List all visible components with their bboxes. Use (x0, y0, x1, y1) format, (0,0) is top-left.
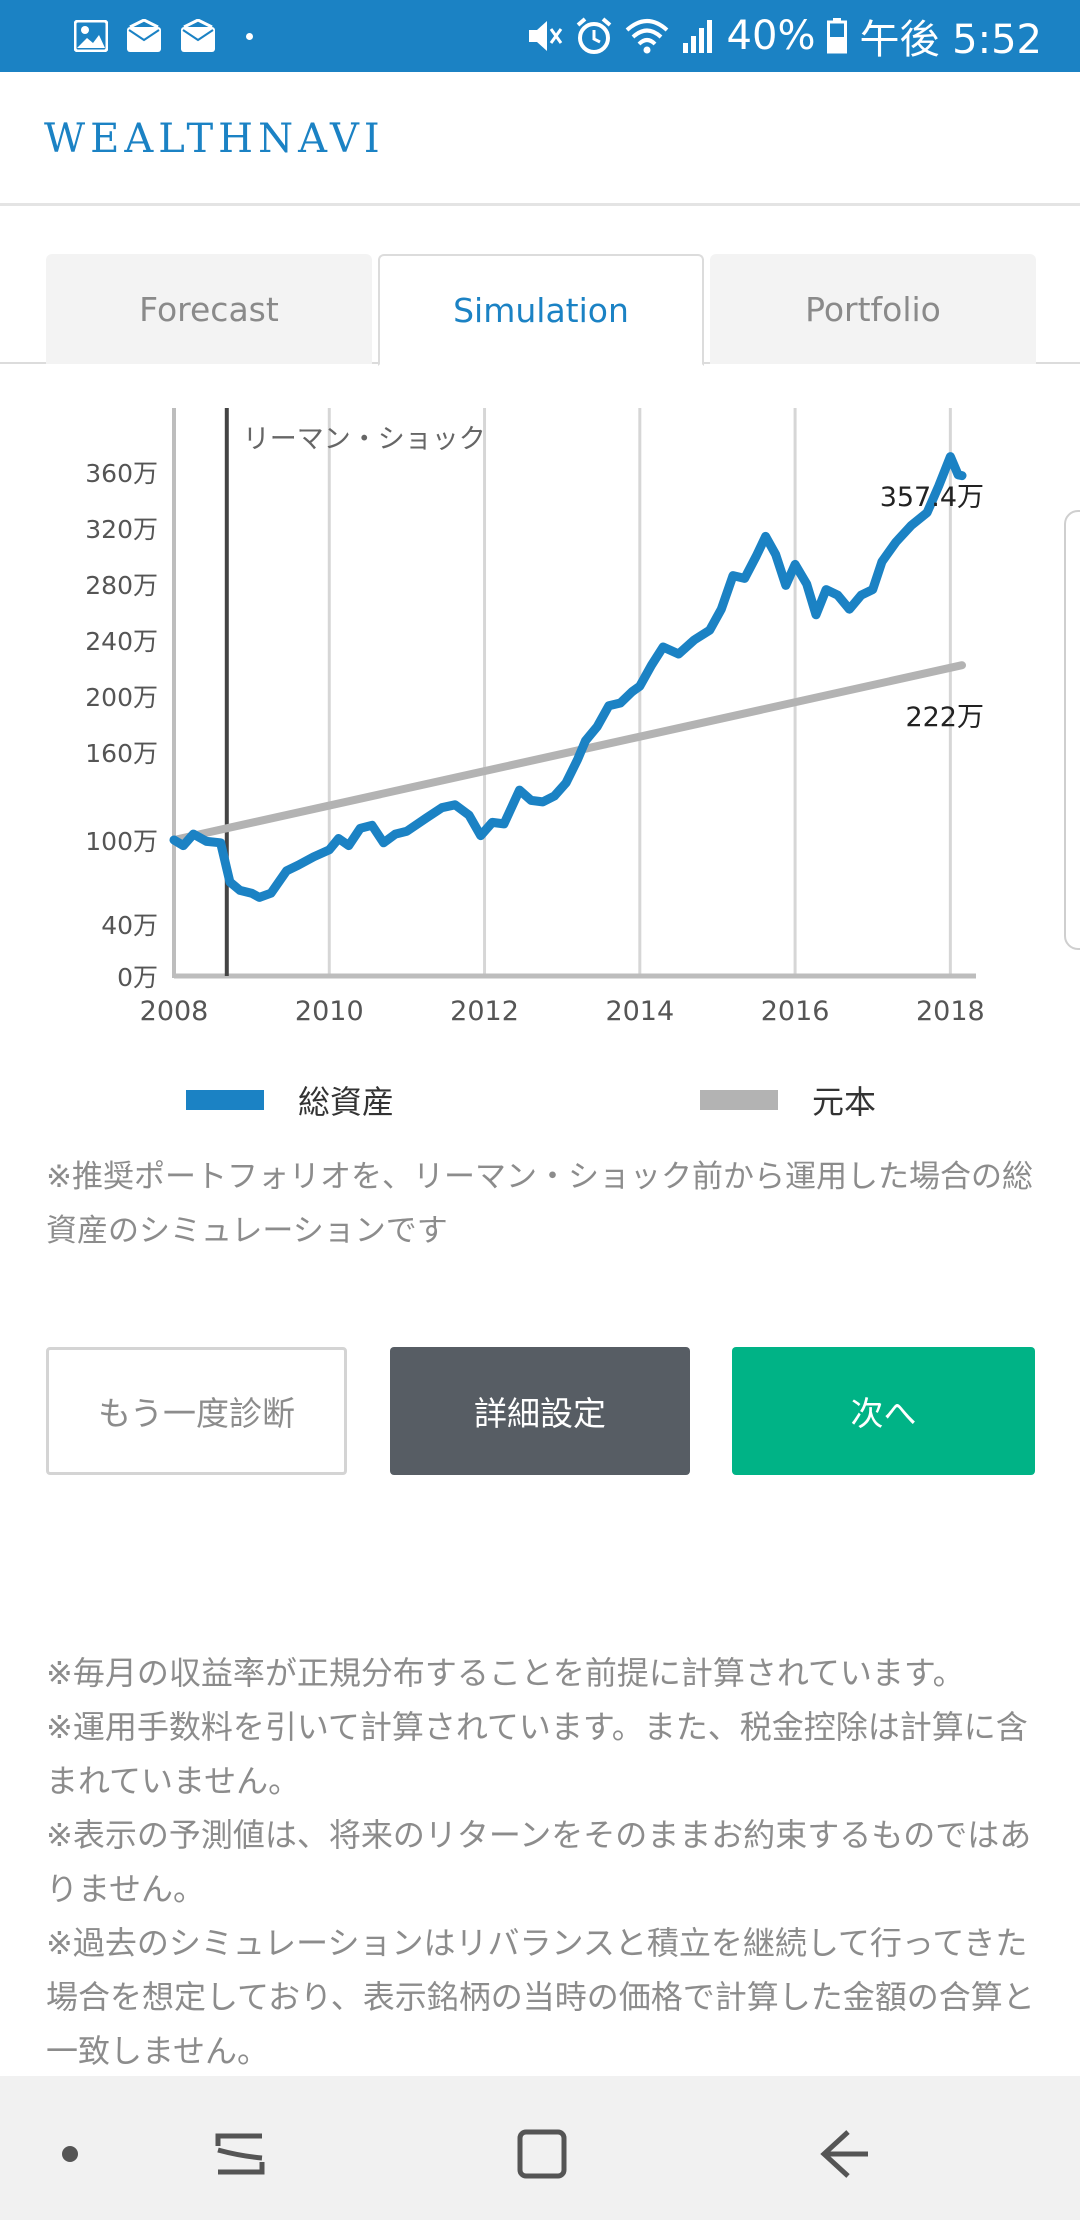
legend-swatch-total-assets (186, 1090, 264, 1110)
status-left-icons (74, 18, 253, 54)
disclaimer-item: ※過去のシミュレーションはリバランスと積立を継続して行ってきた場合を想定しており… (46, 1924, 1035, 2070)
mail-icon (181, 19, 215, 52)
principal-end-label: 222万 (905, 702, 984, 733)
legend-swatch-principal (700, 1090, 778, 1110)
y-tick-label: 280万 (85, 571, 158, 600)
alarm-icon (576, 17, 611, 54)
mute-icon (528, 21, 562, 51)
y-tick-label: 0万 (117, 963, 158, 992)
disclaimer-item: ※表示の予測値は、将来のリターンをそのままお約束するものではありません。 (46, 1816, 1032, 1908)
y-tick-label: 360万 (85, 459, 158, 488)
gallery-icon (74, 20, 108, 52)
total-assets-line (169, 452, 967, 902)
x-tick-label: 2008 (140, 996, 209, 1027)
tab-bar: Forecast Simulation Portfolio (0, 254, 1080, 366)
legend-item-principal: 元本 (700, 1076, 876, 1124)
system-nav-bar (0, 2076, 1080, 2220)
dot-icon (246, 32, 253, 40)
x-tick-label: 2016 (761, 996, 830, 1027)
disclaimer-item: ※毎月の収益率が正規分布することを前提に計算されています。 (46, 1654, 965, 1692)
legend-label-principal: 元本 (812, 1083, 877, 1121)
total-assets-end-label: 357.4万 (880, 482, 984, 513)
side-panel-handle[interactable] (1064, 510, 1080, 950)
mail-icon (127, 19, 161, 52)
recents-icon[interactable] (212, 2126, 268, 2182)
tab-simulation[interactable]: Simulation (378, 254, 704, 366)
status-bar: 40% 午後 5:52 (0, 0, 1080, 72)
x-tick-label: 2010 (295, 996, 364, 1027)
disclaimer-item: ※運用手数料を引いて計算されています。また、税金控除は計算に含まれていません。 (46, 1708, 1028, 1800)
y-tick-label: 320万 (85, 515, 158, 544)
x-tick-label: 2018 (916, 996, 985, 1027)
disclaimer-list: ※毎月の収益率が正規分布することを前提に計算されています。 ※運用手数料を引いて… (46, 1646, 1046, 2078)
x-tick-label: 2014 (605, 996, 674, 1027)
battery-icon (827, 18, 848, 54)
tab-portfolio[interactable]: Portfolio (710, 254, 1036, 364)
y-tick-label: 160万 (85, 739, 158, 768)
home-icon[interactable] (514, 2126, 570, 2182)
y-tick-label: 100万 (85, 827, 158, 856)
wifi-icon (625, 19, 668, 54)
x-tick-label: 2012 (450, 996, 519, 1027)
signal-icon (682, 20, 712, 53)
principal-line (170, 661, 966, 844)
app-header: WEALTHNAVI (0, 72, 1080, 206)
y-tick-label: 240万 (85, 627, 158, 656)
tab-forecast[interactable]: Forecast (46, 254, 372, 364)
detail-settings-button[interactable]: 詳細設定 (390, 1347, 690, 1475)
simulation-note: ※推奨ポートフォリオを、リーマン・ショック前から運用した場合の総資産のシミュレー… (46, 1159, 1033, 1249)
next-button[interactable]: 次へ (732, 1347, 1035, 1475)
back-icon[interactable] (818, 2126, 874, 2182)
lehman-shock-label: リーマン・ショック (243, 424, 486, 455)
chart-legend: 総資産 元本 (0, 1076, 1080, 1124)
legend-label-total-assets: 総資産 (298, 1083, 395, 1121)
legend-item-total-assets: 総資産 (186, 1076, 394, 1124)
wealthnavi-logo[interactable]: WEALTHNAVI (44, 116, 385, 162)
battery-percent: 40% (726, 13, 816, 59)
clock: 午後 5:52 (859, 17, 1042, 63)
status-right: 40% 午後 5:52 (525, 10, 1042, 63)
recent-dot-icon[interactable] (42, 2126, 98, 2182)
y-tick-label: 200万 (85, 683, 158, 712)
y-tick-label: 40万 (101, 911, 158, 940)
retry-diagnosis-button[interactable]: もう一度診断 (46, 1347, 347, 1475)
simulation-chart: 2008 2010 2012 2014 2016 2018 0万 40万 100万 160万 200… (85, 408, 985, 1027)
